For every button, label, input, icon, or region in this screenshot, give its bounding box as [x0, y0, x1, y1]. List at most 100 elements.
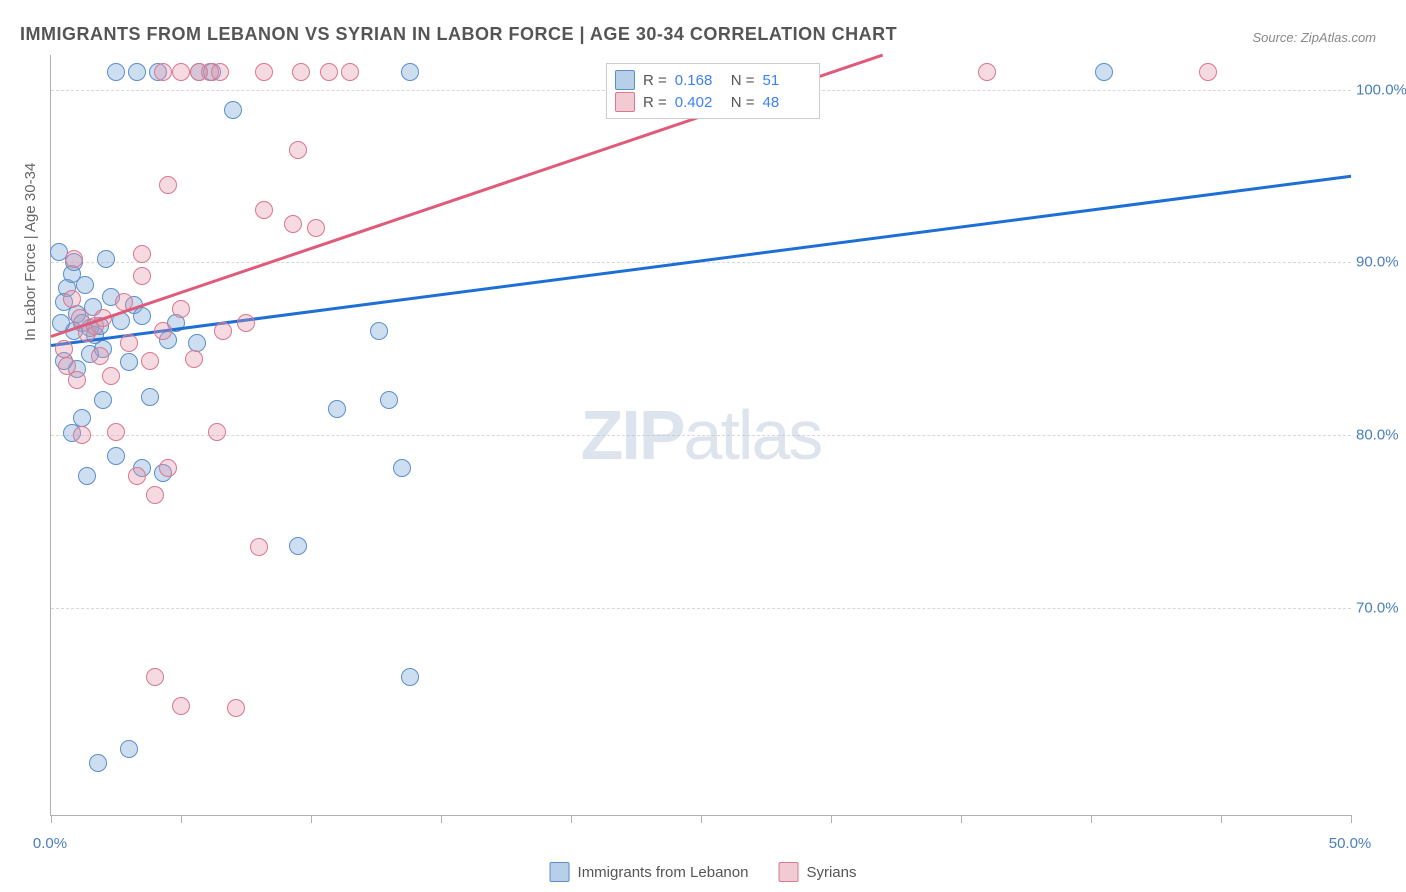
data-point-lebanon: [120, 353, 138, 371]
data-point-syrian: [159, 176, 177, 194]
data-point-syrian: [211, 63, 229, 81]
y-tick-label: 90.0%: [1356, 254, 1406, 271]
data-point-syrian: [133, 245, 151, 263]
y-tick-label: 100.0%: [1356, 81, 1406, 98]
data-point-lebanon: [380, 391, 398, 409]
y-tick-label: 80.0%: [1356, 427, 1406, 444]
bottom-legend: Immigrants from Lebanon Syrians: [550, 862, 857, 882]
data-point-syrian: [133, 267, 151, 285]
x-tick: [441, 815, 442, 823]
n-value-lebanon: 51: [763, 72, 811, 89]
data-point-syrian: [63, 290, 81, 308]
data-point-syrian: [141, 352, 159, 370]
data-point-syrian: [237, 314, 255, 332]
data-point-syrian: [978, 63, 996, 81]
data-point-lebanon: [73, 409, 91, 427]
x-tick: [311, 815, 312, 823]
swatch-syrian-icon: [778, 862, 798, 882]
plot-area: ZIPatlas R = 0.168 N = 51 R = 0.402 N = …: [50, 55, 1351, 816]
r-value-lebanon: 0.168: [675, 72, 723, 89]
gridline: [51, 608, 1351, 609]
data-point-syrian: [91, 347, 109, 365]
n-value-syrian: 48: [763, 94, 811, 111]
data-point-syrian: [154, 322, 172, 340]
x-tick: [1351, 815, 1352, 823]
data-point-syrian: [292, 63, 310, 81]
legend-label-lebanon: Immigrants from Lebanon: [578, 864, 749, 881]
data-point-syrian: [172, 300, 190, 318]
x-tick-label: 0.0%: [33, 835, 67, 852]
y-axis-title: In Labor Force | Age 30-34: [22, 163, 39, 341]
x-tick: [961, 815, 962, 823]
data-point-syrian: [120, 334, 138, 352]
data-point-syrian: [320, 63, 338, 81]
data-point-lebanon: [289, 537, 307, 555]
data-point-syrian: [146, 668, 164, 686]
x-tick: [51, 815, 52, 823]
gridline: [51, 262, 1351, 263]
x-tick-label: 50.0%: [1329, 835, 1372, 852]
source-label: Source: ZipAtlas.com: [1252, 30, 1376, 45]
data-point-lebanon: [141, 388, 159, 406]
data-point-syrian: [250, 538, 268, 556]
data-point-lebanon: [76, 276, 94, 294]
data-point-syrian: [214, 322, 232, 340]
x-tick: [571, 815, 572, 823]
r-value-syrian: 0.402: [675, 94, 723, 111]
data-point-lebanon: [97, 250, 115, 268]
data-point-lebanon: [133, 307, 151, 325]
data-point-lebanon: [1095, 63, 1113, 81]
data-point-syrian: [227, 699, 245, 717]
data-point-syrian: [172, 63, 190, 81]
data-point-syrian: [307, 219, 325, 237]
data-point-syrian: [341, 63, 359, 81]
data-point-syrian: [284, 215, 302, 233]
data-point-lebanon: [120, 740, 138, 758]
stats-row-syrian: R = 0.402 N = 48: [615, 92, 811, 112]
data-point-lebanon: [370, 322, 388, 340]
data-point-syrian: [289, 141, 307, 159]
x-tick: [1091, 815, 1092, 823]
swatch-lebanon: [615, 70, 635, 90]
stats-row-lebanon: R = 0.168 N = 51: [615, 70, 811, 90]
chart-title: IMMIGRANTS FROM LEBANON VS SYRIAN IN LAB…: [20, 24, 897, 45]
x-tick: [181, 815, 182, 823]
data-point-syrian: [172, 697, 190, 715]
gridline: [51, 435, 1351, 436]
data-point-syrian: [159, 459, 177, 477]
data-point-lebanon: [107, 63, 125, 81]
stats-legend: R = 0.168 N = 51 R = 0.402 N = 48: [606, 63, 820, 119]
swatch-lebanon-icon: [550, 862, 570, 882]
data-point-syrian: [65, 250, 83, 268]
data-point-lebanon: [401, 63, 419, 81]
data-point-syrian: [102, 367, 120, 385]
x-tick: [831, 815, 832, 823]
legend-item-syrian: Syrians: [778, 862, 856, 882]
data-point-lebanon: [401, 668, 419, 686]
data-point-syrian: [55, 340, 73, 358]
data-point-lebanon: [128, 63, 146, 81]
data-point-syrian: [73, 426, 91, 444]
data-point-lebanon: [328, 400, 346, 418]
data-point-syrian: [107, 423, 125, 441]
data-point-lebanon: [107, 447, 125, 465]
data-point-lebanon: [89, 754, 107, 772]
legend-item-lebanon: Immigrants from Lebanon: [550, 862, 749, 882]
x-tick: [701, 815, 702, 823]
data-point-syrian: [154, 63, 172, 81]
legend-label-syrian: Syrians: [806, 864, 856, 881]
data-point-syrian: [185, 350, 203, 368]
data-point-lebanon: [393, 459, 411, 477]
data-point-syrian: [146, 486, 164, 504]
data-point-lebanon: [78, 467, 96, 485]
data-point-syrian: [128, 467, 146, 485]
data-point-lebanon: [94, 391, 112, 409]
data-point-syrian: [208, 423, 226, 441]
data-point-syrian: [255, 63, 273, 81]
data-point-syrian: [255, 201, 273, 219]
data-point-lebanon: [224, 101, 242, 119]
data-point-syrian: [1199, 63, 1217, 81]
y-tick-label: 70.0%: [1356, 599, 1406, 616]
swatch-syrian: [615, 92, 635, 112]
x-tick: [1221, 815, 1222, 823]
